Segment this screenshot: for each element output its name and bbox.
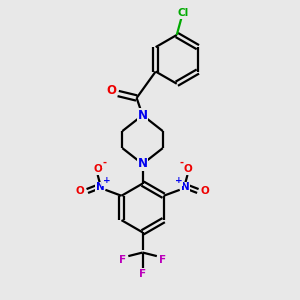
- Text: -: -: [179, 158, 184, 167]
- Text: +: +: [175, 176, 183, 185]
- Text: +: +: [103, 176, 110, 185]
- Text: N: N: [96, 182, 104, 193]
- Text: F: F: [139, 269, 146, 279]
- Text: N: N: [138, 109, 148, 122]
- Text: F: F: [159, 255, 166, 265]
- Text: N: N: [138, 158, 148, 170]
- Text: F: F: [119, 255, 126, 265]
- Text: O: O: [183, 164, 192, 174]
- Text: N: N: [181, 182, 190, 193]
- Text: O: O: [201, 186, 209, 196]
- Text: -: -: [102, 158, 106, 167]
- Text: O: O: [106, 84, 116, 97]
- Text: Cl: Cl: [177, 8, 188, 18]
- Text: O: O: [93, 164, 102, 174]
- Text: O: O: [76, 186, 85, 196]
